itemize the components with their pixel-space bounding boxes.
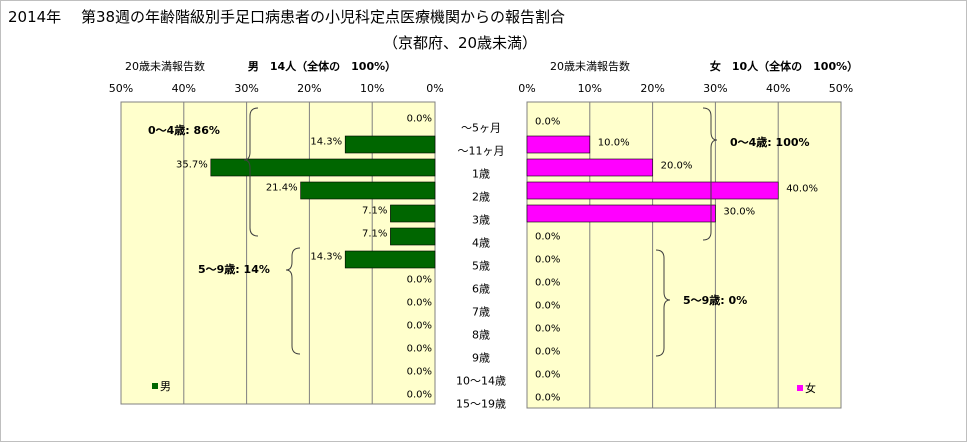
category-label: 8歳 — [472, 329, 490, 342]
category-label: 5歳 — [472, 260, 490, 273]
male-bar — [344, 250, 436, 269]
male-bar — [300, 181, 436, 200]
male-bracket-5-9 — [285, 247, 301, 355]
female-data-label: 30.0% — [723, 207, 755, 218]
male-data-label: 0.0% — [407, 367, 432, 378]
female-data-label: 20.0% — [661, 161, 693, 172]
male-data-label: 0.0% — [407, 298, 432, 309]
male-data-label: 0.0% — [407, 390, 432, 401]
female-x-tick-label: 10% — [578, 82, 602, 95]
female-bar — [526, 204, 716, 223]
male-legend-swatch — [152, 383, 158, 389]
category-label: 2歳 — [472, 191, 490, 204]
female-bracket-5-9 — [655, 249, 671, 357]
female-x-tick-label: 40% — [766, 82, 790, 95]
female-bracket-0-4 — [702, 107, 718, 241]
female-data-label: 0.0% — [535, 347, 560, 358]
female-data-label: 0.0% — [535, 278, 560, 289]
female-header-label: 20歳未満報告数 — [550, 60, 630, 73]
male-data-label: 7.1% — [362, 206, 387, 217]
female-data-label: 0.0% — [535, 255, 560, 266]
female-bar — [526, 181, 779, 200]
chart-title: 2014年 第38週の年齢階級別手足口病患者の小児科定点医療機関からの報告割合 — [8, 8, 565, 26]
female-data-label: 0.0% — [535, 232, 560, 243]
female-x-tick-label: 20% — [640, 82, 664, 95]
female-bar — [526, 135, 591, 154]
male-data-label: 14.3% — [310, 137, 342, 148]
male-header-group: 男 14人（全体の 100%） — [248, 59, 396, 73]
category-label: 6歳 — [472, 283, 490, 296]
male-bar — [390, 227, 436, 246]
female-annotation-5-9: 5～9歳: 0% — [683, 293, 747, 307]
female-data-label: 0.0% — [535, 117, 560, 128]
male-x-tick-label: 0% — [426, 82, 443, 95]
chart-subtitle: （京都府、20歳未満） — [383, 34, 537, 52]
category-label: 4歳 — [472, 237, 490, 250]
male-x-tick-label: 20% — [297, 82, 321, 95]
female-data-label: 0.0% — [535, 393, 560, 404]
male-x-tick-label: 50% — [109, 82, 133, 95]
male-data-label: 35.7% — [176, 160, 208, 171]
category-label: 7歳 — [472, 306, 490, 319]
category-label: ～11ヶ月 — [458, 145, 505, 158]
male-data-label: 7.1% — [362, 229, 387, 240]
category-label: ～5ヶ月 — [461, 122, 501, 135]
female-data-label: 0.0% — [535, 370, 560, 381]
male-bar — [390, 204, 436, 223]
male-bar — [344, 135, 436, 154]
male-data-label: 0.0% — [407, 321, 432, 332]
male-bracket-0-4 — [243, 107, 259, 237]
female-data-label: 0.0% — [535, 301, 560, 312]
female-legend-label: 女 — [805, 381, 816, 395]
category-label: 9歳 — [472, 352, 490, 365]
male-data-label: 0.0% — [407, 114, 432, 125]
female-data-label: 40.0% — [786, 184, 818, 195]
male-bar — [210, 158, 436, 177]
male-x-tick-label: 40% — [172, 82, 196, 95]
male-data-label: 21.4% — [266, 183, 298, 194]
male-header-label: 20歳未満報告数 — [125, 60, 205, 73]
female-x-tick-label: 50% — [829, 82, 853, 95]
male-annotation-0-4: 0～4歳: 86% — [148, 123, 220, 137]
male-x-tick-label: 30% — [234, 82, 258, 95]
male-annotation-5-9: 5～9歳: 14% — [198, 262, 270, 276]
female-data-label: 0.0% — [535, 324, 560, 335]
female-x-tick-label: 0% — [518, 82, 535, 95]
male-data-label: 14.3% — [310, 252, 342, 263]
female-x-tick-label: 30% — [703, 82, 727, 95]
female-header-group: 女 10人（全体の 100%） — [710, 59, 858, 73]
male-x-tick-label: 10% — [360, 82, 384, 95]
female-annotation-0-4: 0～4歳: 100% — [730, 135, 810, 149]
female-data-label: 10.0% — [598, 138, 630, 149]
category-label: 15～19歳 — [456, 398, 506, 411]
male-data-label: 0.0% — [407, 275, 432, 286]
female-legend-swatch — [797, 385, 803, 391]
category-label: 1歳 — [472, 168, 490, 181]
male-legend-label: 男 — [160, 380, 171, 393]
category-label: 3歳 — [472, 214, 490, 227]
female-bar — [526, 158, 653, 177]
category-label: 10～14歳 — [456, 375, 506, 388]
male-data-label: 0.0% — [407, 344, 432, 355]
